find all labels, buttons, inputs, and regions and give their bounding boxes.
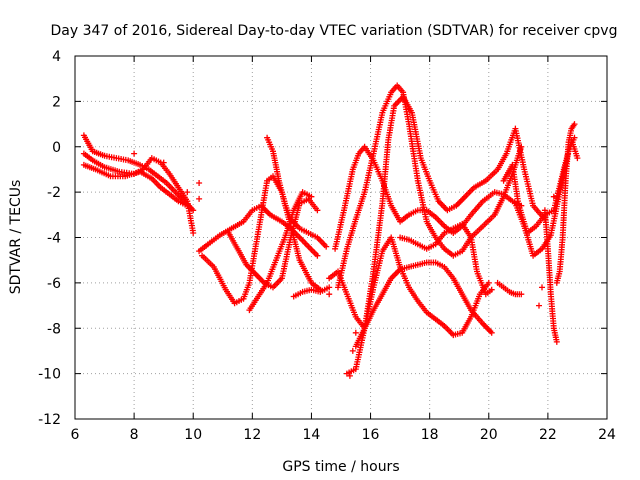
x-tick-label: 24 (598, 427, 616, 443)
x-tick-label: 10 (184, 427, 202, 443)
data-point (131, 150, 138, 157)
data-point (488, 286, 495, 293)
data-point (553, 338, 560, 345)
data-point (518, 291, 525, 298)
y-tick-label: -6 (47, 276, 61, 292)
data-point (184, 189, 191, 196)
y-tick-label: -8 (47, 321, 61, 337)
y-tick-label: 4 (52, 49, 61, 65)
data-point (550, 193, 557, 200)
y-tick-label: 0 (52, 140, 61, 156)
data-point (196, 195, 203, 202)
series-track-o (397, 220, 495, 298)
data-point (346, 372, 353, 379)
x-tick-label: 18 (421, 427, 439, 443)
data-point (160, 159, 167, 166)
series-track-i (290, 284, 333, 300)
series-track-f (225, 195, 321, 291)
x-tick-label: 20 (480, 427, 498, 443)
data-point (184, 202, 191, 209)
series-track-l (332, 143, 525, 252)
series-track-e (199, 173, 324, 307)
series-track-s (541, 207, 560, 345)
chart-title: Day 347 of 2016, Sidereal Day-to-day VTE… (51, 23, 618, 39)
data-point (536, 302, 542, 309)
data-point (196, 180, 203, 186)
series-track-n (343, 93, 548, 377)
y-tick-label: -12 (38, 412, 61, 428)
x-tick-label: 6 (71, 427, 80, 443)
data-point (571, 121, 578, 128)
x-tick-label: 14 (303, 427, 321, 443)
data-point (349, 347, 356, 354)
series-track-a (80, 132, 197, 214)
data-marks (80, 82, 581, 379)
x-tick-label: 12 (243, 427, 261, 443)
data-point (488, 329, 495, 336)
x-tick-label: 8 (130, 427, 139, 443)
y-tick-label: 2 (52, 94, 61, 110)
x-axis-label: GPS time / hours (282, 459, 399, 475)
x-tick-label: 22 (539, 427, 557, 443)
series-track-c (80, 161, 191, 209)
data-point (314, 207, 321, 214)
data-point (352, 329, 359, 336)
data-point (190, 230, 197, 236)
data-point (308, 193, 315, 200)
data-point (574, 155, 581, 162)
data-point (485, 279, 492, 286)
y-tick-label: -10 (38, 367, 61, 383)
series-track-p (494, 279, 525, 298)
series-track-h (264, 134, 330, 250)
data-point (326, 291, 333, 298)
y-tick-label: -4 (47, 231, 61, 247)
data-point (190, 207, 197, 214)
series-track-t (553, 121, 578, 286)
data-point (323, 243, 330, 250)
y-axis-label: SDTVAR / TECUs (8, 180, 24, 295)
data-point (314, 252, 321, 259)
x-tick-label: 16 (362, 427, 380, 443)
data-point (326, 284, 333, 291)
y-tick-label: -2 (47, 185, 61, 201)
series-scattered (131, 150, 557, 379)
data-point (539, 284, 545, 291)
series-track-m (335, 82, 525, 291)
